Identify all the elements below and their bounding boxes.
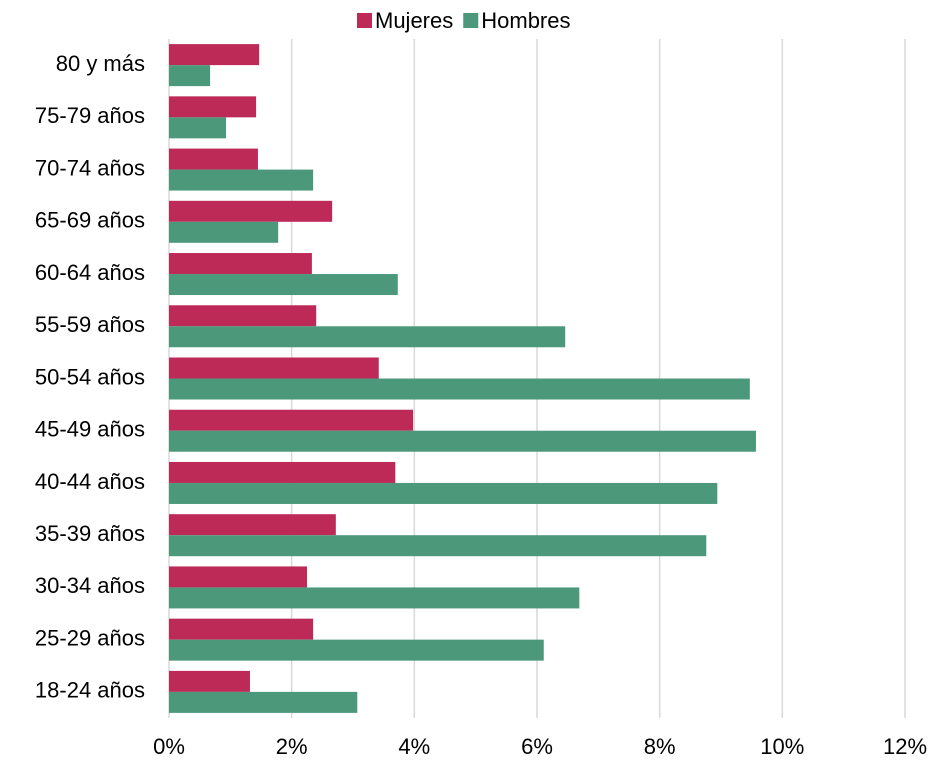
bar xyxy=(169,587,580,609)
bar xyxy=(169,65,211,87)
bar xyxy=(169,691,358,713)
y-tick-label: 75-79 años xyxy=(35,103,145,128)
bar xyxy=(169,148,258,170)
x-tick-label: 6% xyxy=(521,734,553,759)
bar xyxy=(169,482,718,504)
bar xyxy=(169,200,333,222)
y-tick-label: 65-69 años xyxy=(35,208,145,233)
y-tick-label: 55-59 años xyxy=(35,312,145,337)
bar xyxy=(169,305,317,327)
y-tick-label: 40-44 años xyxy=(35,469,145,494)
legend-swatch xyxy=(357,13,372,28)
bar xyxy=(169,221,279,243)
y-tick-label: 45-49 años xyxy=(35,417,145,442)
y-tick-label: 18-24 años xyxy=(35,678,145,703)
bar xyxy=(169,409,414,431)
bar xyxy=(169,253,312,275)
bar xyxy=(169,461,396,483)
y-tick-label: 80 y más xyxy=(56,51,145,76)
x-tick-label: 0% xyxy=(153,734,185,759)
bar xyxy=(169,535,707,557)
bar xyxy=(169,357,379,379)
x-tick-label: 12% xyxy=(883,734,927,759)
bar xyxy=(169,96,257,118)
y-tick-label: 25-29 años xyxy=(35,625,145,650)
y-tick-label: 30-34 años xyxy=(35,573,145,598)
bar xyxy=(169,618,314,640)
legend-label: Hombres xyxy=(481,8,570,33)
x-tick-label: 4% xyxy=(398,734,430,759)
x-tick-label: 8% xyxy=(644,734,676,759)
y-tick-label: 60-64 años xyxy=(35,260,145,285)
bar xyxy=(169,378,750,400)
y-tick-label: 70-74 años xyxy=(35,155,145,180)
y-tick-label: 50-54 años xyxy=(35,364,145,389)
bar xyxy=(169,670,250,692)
bar xyxy=(169,44,260,66)
bar xyxy=(169,117,227,139)
bar xyxy=(169,326,566,348)
bar xyxy=(169,169,314,191)
bar xyxy=(169,274,398,296)
bar xyxy=(169,430,756,452)
x-tick-label: 2% xyxy=(276,734,308,759)
bar xyxy=(169,514,336,536)
legend-swatch xyxy=(463,13,479,28)
bar xyxy=(169,639,544,661)
bar xyxy=(169,566,307,588)
legend-label: Mujeres xyxy=(375,8,453,33)
x-tick-label: 10% xyxy=(760,734,804,759)
y-tick-label: 35-39 años xyxy=(35,521,145,546)
